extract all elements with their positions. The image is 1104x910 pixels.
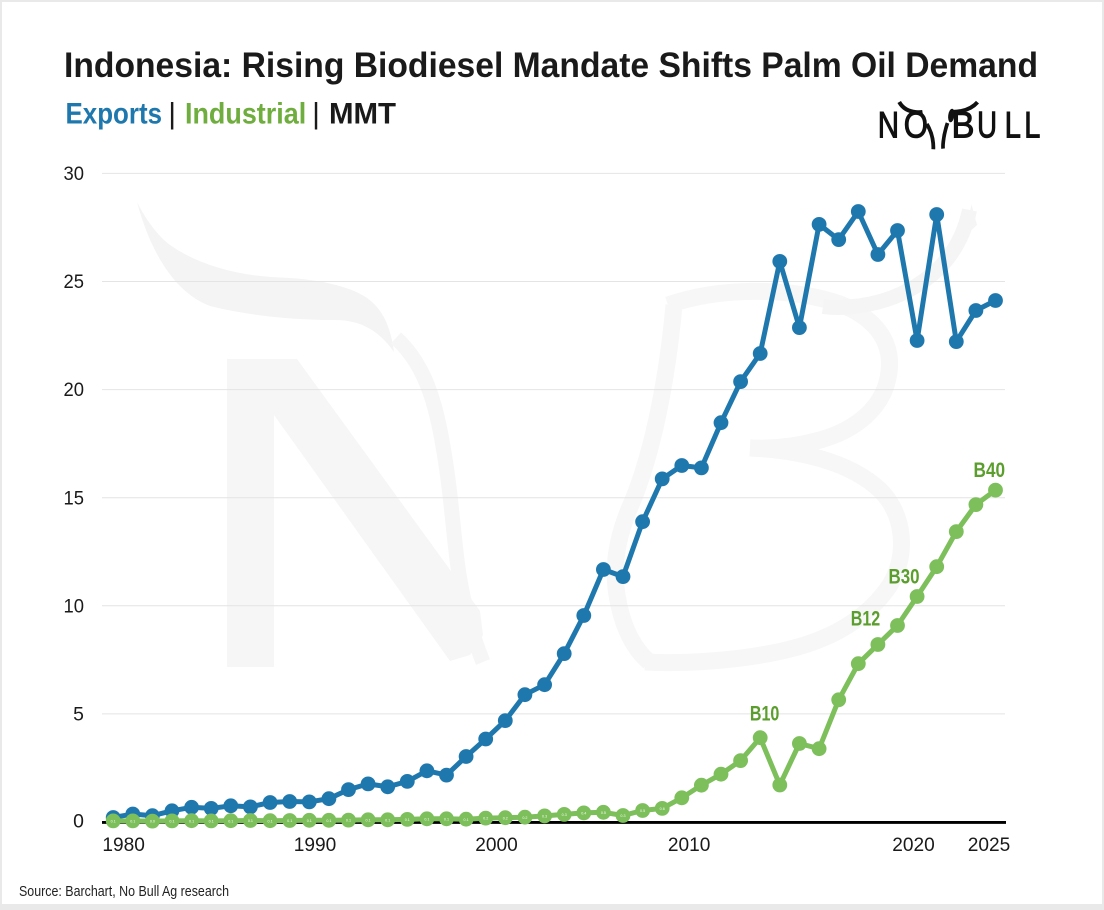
svg-text:0.1: 0.1 — [287, 819, 292, 823]
svg-text:0.1: 0.1 — [248, 819, 253, 823]
svg-text:B12: B12 — [851, 607, 881, 630]
svg-text:U: U — [977, 105, 997, 146]
svg-text:0.1: 0.1 — [268, 819, 273, 823]
svg-text:0.5: 0.5 — [640, 809, 645, 813]
svg-text:15: 15 — [64, 488, 85, 509]
svg-text:B10: B10 — [750, 703, 780, 726]
svg-text:0.1: 0.1 — [444, 817, 449, 821]
svg-text:B30: B30 — [889, 565, 920, 588]
svg-text:0.2: 0.2 — [483, 817, 488, 821]
svg-text:25: 25 — [64, 272, 85, 293]
svg-text:0.1: 0.1 — [405, 818, 410, 822]
svg-text:2020: 2020 — [892, 835, 935, 856]
svg-text:20: 20 — [64, 380, 85, 401]
svg-text:0.1: 0.1 — [385, 818, 390, 822]
svg-text:Exports: Exports — [66, 97, 163, 130]
svg-text:0.1: 0.1 — [228, 819, 233, 823]
svg-text:0.1: 0.1 — [464, 818, 469, 822]
svg-text:Industrial: Industrial — [185, 97, 306, 130]
svg-text:0.5: 0.5 — [601, 811, 606, 815]
svg-text:0.1: 0.1 — [307, 819, 312, 823]
svg-text:0.2: 0.2 — [522, 816, 527, 820]
svg-text:0.3: 0.3 — [542, 815, 547, 819]
svg-text:2000: 2000 — [475, 835, 518, 856]
svg-text:0.4: 0.4 — [581, 812, 586, 816]
svg-text:0.1: 0.1 — [130, 820, 135, 824]
svg-text:B40: B40 — [974, 459, 1006, 482]
svg-text:1980: 1980 — [102, 835, 145, 856]
svg-text:N: N — [878, 105, 899, 146]
svg-text:2025: 2025 — [968, 835, 1011, 856]
svg-text:0.1: 0.1 — [111, 820, 116, 824]
svg-text:0: 0 — [73, 811, 84, 832]
svg-text:2010: 2010 — [668, 835, 711, 856]
svg-text:Source: Barchart, No Bull Ag r: Source: Barchart, No Bull Ag research — [19, 884, 229, 900]
svg-text:30: 30 — [64, 164, 85, 185]
svg-text:5: 5 — [73, 705, 84, 726]
svg-text:0.3: 0.3 — [562, 813, 567, 817]
svg-text:L: L — [1005, 105, 1021, 146]
svg-text:L: L — [1024, 105, 1040, 146]
svg-text:0.3: 0.3 — [620, 814, 625, 818]
svg-text:0.2: 0.2 — [503, 816, 508, 820]
svg-text:0.1: 0.1 — [326, 819, 331, 823]
svg-text:10: 10 — [64, 596, 85, 617]
svg-text:Indonesia: Rising Biodiesel Ma: Indonesia: Rising Biodiesel Mandate Shif… — [64, 46, 1038, 85]
svg-text:MMT: MMT — [329, 97, 396, 130]
svg-text:0.1: 0.1 — [366, 818, 371, 822]
svg-text:0.1: 0.1 — [424, 817, 429, 821]
svg-text:0.1: 0.1 — [346, 819, 351, 823]
svg-text:|: | — [312, 97, 320, 130]
svg-text:0.1: 0.1 — [169, 820, 174, 824]
svg-text:0.6: 0.6 — [660, 807, 665, 811]
svg-text:|: | — [168, 97, 176, 130]
svg-text:0.0: 0.0 — [150, 820, 155, 824]
svg-text:0.1: 0.1 — [209, 820, 214, 824]
svg-text:1990: 1990 — [294, 835, 337, 856]
svg-text:0.1: 0.1 — [189, 819, 194, 823]
